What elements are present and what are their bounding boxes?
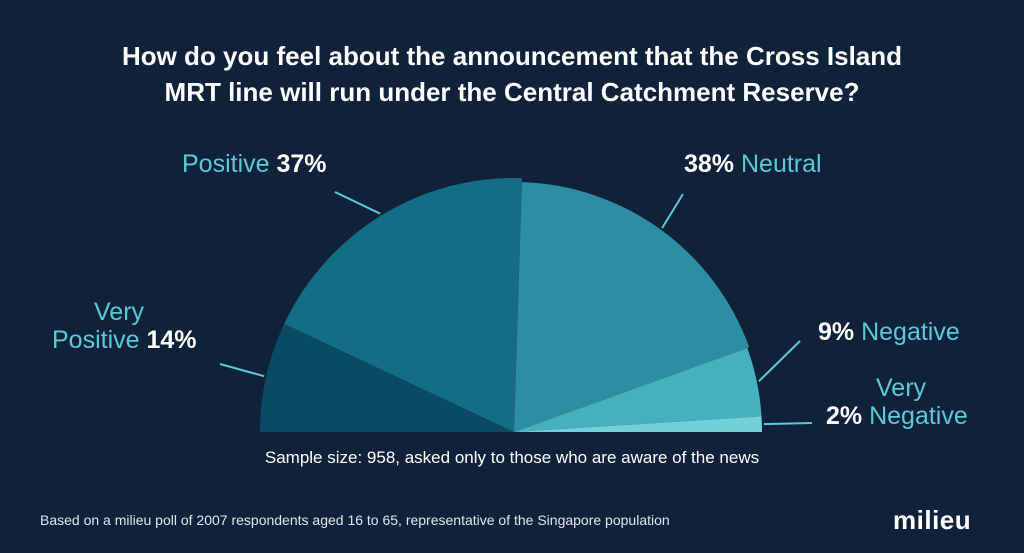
label-positive-name: Positive [182,150,270,178]
label-very-positive: Very Positive 14% [52,298,197,354]
leader-line-positive [334,191,381,215]
label-neutral: 38% Neutral [684,150,822,178]
leader-line-negative [758,340,801,383]
milieu-logo: milieu [893,505,972,535]
label-very-positive-pct: 14% [146,326,197,354]
label-very-positive-name-2: Positive [52,326,140,354]
label-neutral-name: Neutral [741,150,822,178]
title-line-2: MRT line will run under the Central Catc… [164,77,860,107]
footnote: Based on a milieu poll of 2007 responden… [40,512,670,528]
slice-negative [514,348,762,432]
sample-size-note: Sample size: 958, asked only to those wh… [264,448,760,467]
label-negative: 9% Negative [818,318,960,346]
label-very-negative-pct: 2% [826,402,863,430]
label-very-positive-name-1: Very [94,298,145,326]
slice-very-positive [260,323,514,432]
label-negative-name: Negative [861,318,960,346]
title-line-1: How do you feel about the announcement t… [121,41,903,71]
label-very-negative-name-2: Negative [869,402,968,430]
leader-line-very-positive [219,363,265,378]
slice-neutral [514,182,750,432]
label-negative-pct: 9% [818,318,855,346]
label-positive-pct: 37% [276,150,327,178]
label-neutral-pct: 38% [684,150,735,178]
slice-positive [284,177,522,432]
label-very-negative-name-1: Very [876,374,927,402]
leader-line-neutral [661,193,684,229]
label-very-negative: Very 2% Negative [826,374,968,430]
slice-very-negative [514,416,762,432]
leader-line-very-negative [763,422,813,426]
label-positive: Positive 37% [182,150,327,178]
chart-title: How do you feel about the announcement t… [0,38,1024,110]
